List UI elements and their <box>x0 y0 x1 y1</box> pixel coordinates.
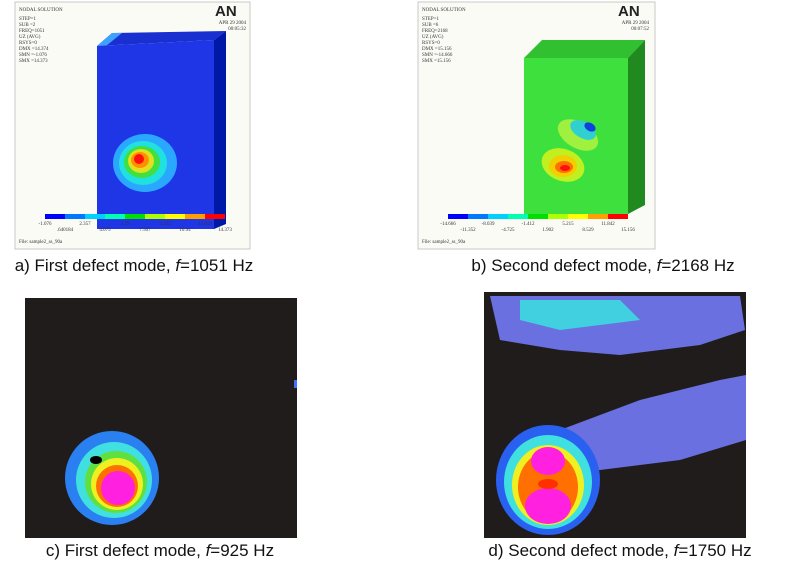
solution-info: RSYS=0 <box>422 41 440 46</box>
solution-info: DMX =14.374 <box>19 47 49 52</box>
solution-info: UZ (AVG) <box>19 35 41 40</box>
colorbar-label: 8.529 <box>582 228 594 233</box>
solution-info: SMN =-1.076 <box>19 53 47 58</box>
caption: d) Second defect mode, f=1750 Hz <box>488 541 751 560</box>
colorbar-label: 12.656 <box>198 222 212 227</box>
colorbar-label: 9.223 <box>159 222 171 227</box>
colorbar-segment <box>608 214 628 219</box>
colorbar-segment <box>85 214 105 219</box>
colorbar-segment <box>105 214 125 219</box>
solution-info: RSYS=0 <box>19 41 37 46</box>
colorbar-segment <box>508 214 528 219</box>
solution-info: SUB =2 <box>19 23 36 28</box>
file-name: File: sample2_ss_90a <box>19 240 63 245</box>
caption-suffix: =1051 Hz <box>180 256 253 275</box>
caption: a) First defect mode, f=1051 Hz <box>15 256 254 275</box>
solution-info: SMN =-14.666 <box>422 53 453 58</box>
colorbar-label: 11.842 <box>601 222 615 227</box>
colorbar-label: -1.412 <box>522 222 535 227</box>
colorbar-label: 5.215 <box>562 222 574 227</box>
caption-suffix: =925 Hz <box>210 541 274 560</box>
colorbar-segment <box>588 214 608 219</box>
solution-info: STEP=1 <box>19 17 36 22</box>
colorbar-segment <box>528 214 548 219</box>
solution-info: STEP=1 <box>422 17 439 22</box>
colorbar-segment <box>125 214 145 219</box>
logo: AN <box>618 3 640 20</box>
date: APR 29 2004 <box>622 21 650 26</box>
scan-panel-d <box>484 292 746 538</box>
colorbar-segment <box>205 214 225 219</box>
colorbar-segment <box>165 214 185 219</box>
solution-info: FREQ=1051 <box>19 29 45 34</box>
colorbar-label: 10.94 <box>179 228 191 233</box>
colorbar-segment <box>548 214 568 219</box>
colorbar-segment <box>568 214 588 219</box>
solution-info: UZ (AVG) <box>422 35 444 40</box>
colorbar-label: -8.039 <box>482 222 495 227</box>
colorbar-segment <box>185 214 205 219</box>
colorbar-segment <box>45 214 65 219</box>
colorbar-label: -1.076 <box>39 222 52 227</box>
time: 00:07:52 <box>631 27 649 32</box>
colorbar-segment <box>468 214 488 219</box>
colorbar-label: .640184 <box>57 228 74 233</box>
colorbar-label: 2.357 <box>79 222 91 227</box>
colorbar-label: 4.075 <box>99 228 111 233</box>
figure: NODAL SOLUTIONSTEP=1SUB =2FREQ=1051UZ (A… <box>0 0 801 562</box>
colorbar-segment <box>65 214 85 219</box>
solution-info: SMX =15.156 <box>422 59 451 64</box>
colorbar-label: 14.373 <box>218 228 232 233</box>
solution-info: FREQ=2168 <box>422 29 448 34</box>
fe-panel-a <box>15 2 250 249</box>
colorbar-segment <box>488 214 508 219</box>
colorbar-label: 1.902 <box>542 228 554 233</box>
caption-prefix: a) First defect mode, <box>15 256 176 275</box>
solution-title: NODAL SOLUTION <box>422 8 466 13</box>
colorbar-label: 5.79 <box>121 222 130 227</box>
logo: AN <box>215 3 237 20</box>
colorbar-segment <box>448 214 468 219</box>
colorbar-label: 15.156 <box>621 228 635 233</box>
colorbar-label: 7.507 <box>139 228 151 233</box>
solution-info: DMX =15.156 <box>422 47 452 52</box>
caption: c) First defect mode, f=925 Hz <box>46 541 274 560</box>
colorbar-label: -4.725 <box>502 228 515 233</box>
colorbar-label: -11.352 <box>460 228 476 233</box>
time: 00:05:32 <box>228 27 246 32</box>
caption-suffix: =1750 Hz <box>678 541 751 560</box>
caption-suffix: =2168 Hz <box>661 256 734 275</box>
colorbar-label: -14.666 <box>440 222 456 227</box>
caption-prefix: c) First defect mode, <box>46 541 206 560</box>
date: APR 29 2004 <box>219 21 247 26</box>
colorbar-segment <box>145 214 165 219</box>
file-name: File: sample2_ss_90a <box>422 240 466 245</box>
solution-title: NODAL SOLUTION <box>19 8 63 13</box>
solution-info: SMX =14.373 <box>19 59 48 64</box>
caption: b) Second defect mode, f=2168 Hz <box>471 256 734 275</box>
scan-panel-c <box>25 298 297 538</box>
solution-info: SUB =6 <box>422 23 439 28</box>
caption-prefix: d) Second defect mode, <box>488 541 673 560</box>
fe-panel-b <box>418 2 655 249</box>
caption-prefix: b) Second defect mode, <box>471 256 656 275</box>
